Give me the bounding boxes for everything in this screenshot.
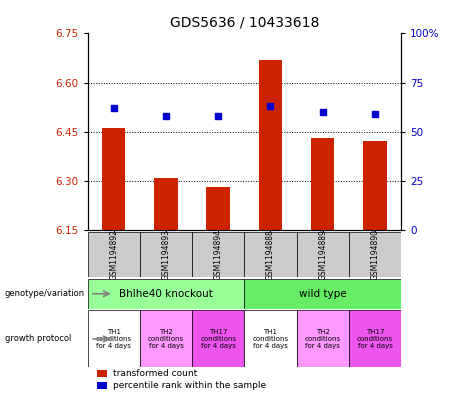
Bar [244, 232, 296, 277]
Bar [140, 310, 192, 367]
Text: TH17
conditions
for 4 days: TH17 conditions for 4 days [357, 329, 393, 349]
Bar [102, 129, 125, 230]
Bar [363, 141, 387, 230]
Point [371, 111, 378, 117]
Point [162, 113, 170, 119]
Text: GSM1194889: GSM1194889 [318, 229, 327, 280]
Point [214, 113, 222, 119]
Bar [207, 187, 230, 230]
Text: genotype/variation: genotype/variation [5, 289, 85, 298]
Bar [88, 232, 140, 277]
Bar [349, 310, 401, 367]
Bar [192, 310, 244, 367]
Text: GSM1194890: GSM1194890 [371, 229, 379, 280]
Title: GDS5636 / 10433618: GDS5636 / 10433618 [170, 15, 319, 29]
Bar [192, 232, 244, 277]
Point [267, 103, 274, 109]
Text: TH17
conditions
for 4 days: TH17 conditions for 4 days [200, 329, 236, 349]
Bar [259, 60, 282, 230]
Bar [88, 310, 140, 367]
Text: wild type: wild type [299, 289, 347, 299]
Bar [244, 310, 296, 367]
Bar [311, 138, 334, 230]
Text: GSM1194888: GSM1194888 [266, 229, 275, 280]
Bar [154, 178, 177, 230]
Text: GSM1194893: GSM1194893 [161, 229, 171, 280]
Text: TH1
conditions
for 4 days: TH1 conditions for 4 days [95, 329, 132, 349]
Text: TH1
conditions
for 4 days: TH1 conditions for 4 days [252, 329, 289, 349]
Text: TH2
conditions
for 4 days: TH2 conditions for 4 days [148, 329, 184, 349]
Text: GSM1194892: GSM1194892 [109, 229, 118, 280]
Text: Bhlhe40 knockout: Bhlhe40 knockout [119, 289, 213, 299]
Point [319, 109, 326, 115]
Text: growth protocol: growth protocol [5, 334, 71, 343]
Bar [296, 232, 349, 277]
Bar [296, 310, 349, 367]
Text: GSM1194894: GSM1194894 [214, 229, 223, 280]
Text: percentile rank within the sample: percentile rank within the sample [113, 381, 266, 390]
Point [110, 105, 118, 111]
Bar [244, 279, 401, 309]
Bar [140, 232, 192, 277]
Text: transformed count: transformed count [113, 369, 197, 378]
Bar [88, 279, 244, 309]
Bar [349, 232, 401, 277]
Text: TH2
conditions
for 4 days: TH2 conditions for 4 days [305, 329, 341, 349]
